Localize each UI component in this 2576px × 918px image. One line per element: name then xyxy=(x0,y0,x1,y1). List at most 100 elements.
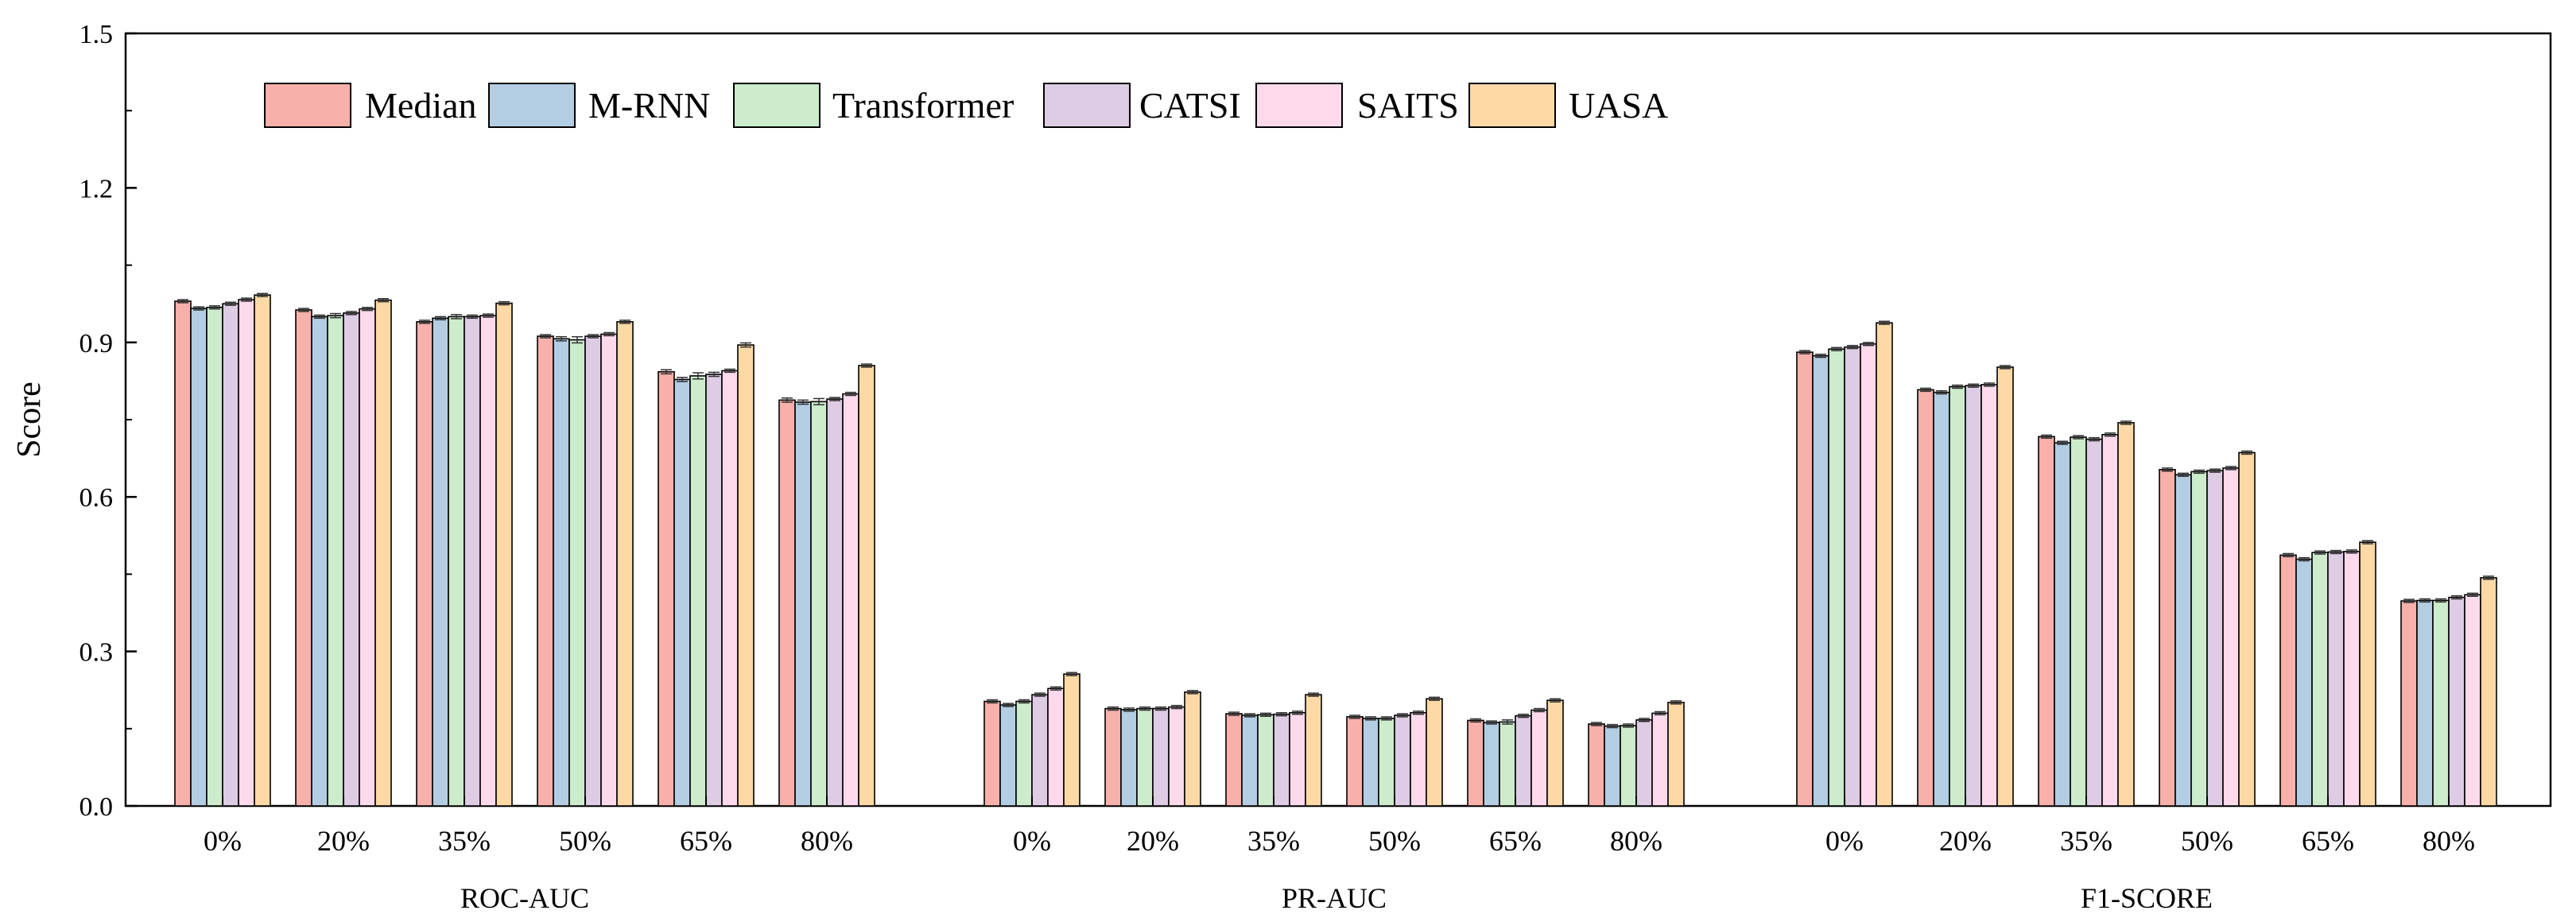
bar-roc-auc-transformer xyxy=(568,339,586,807)
bar-pr-auc-catsi xyxy=(1152,707,1170,807)
bar-f1-score-saits xyxy=(1860,343,1877,807)
x-group-label: ROC-AUC xyxy=(460,882,589,914)
bar-pr-auc-transformer xyxy=(1257,714,1274,807)
x-category-label: 35% xyxy=(1247,825,1300,857)
bars-layer xyxy=(174,292,2497,807)
bar-pr-auc-catsi xyxy=(1273,713,1290,807)
bar-roc-auc-transformer xyxy=(448,316,465,807)
x-category-label: 50% xyxy=(2181,825,2233,857)
bar-f1-score-uasa xyxy=(2359,541,2376,807)
x-group-label: PR-AUC xyxy=(1282,882,1387,914)
bar-roc-auc-transformer xyxy=(327,315,344,807)
bar-roc-auc-median xyxy=(174,300,192,807)
bar-f1-score-catsi xyxy=(2327,551,2345,807)
bar-f1-score-transformer xyxy=(1949,385,1966,807)
bar-roc-auc-median xyxy=(295,309,312,807)
x-category-label: 80% xyxy=(801,825,853,857)
bar-f1-score-median xyxy=(2400,600,2418,807)
bar-roc-auc-saits xyxy=(359,308,376,807)
bar-roc-auc-saits xyxy=(721,370,739,807)
bar-f1-score-uasa xyxy=(2117,422,2135,807)
bar-roc-auc-median xyxy=(416,321,433,807)
bar-roc-auc-saits xyxy=(842,393,859,807)
bar-pr-auc-m-rnn xyxy=(999,704,1017,807)
bar-pr-auc-uasa xyxy=(1667,701,1685,807)
bar-roc-auc-m-rnn xyxy=(311,316,328,807)
bar-roc-auc-catsi xyxy=(222,303,239,807)
y-tick-label: 0.3 xyxy=(80,638,114,668)
bar-f1-score-m-rnn xyxy=(2416,599,2434,807)
x-category-label: 80% xyxy=(1610,825,1662,857)
bar-roc-auc-uasa xyxy=(858,365,875,807)
bar-roc-auc-m-rnn xyxy=(673,378,691,807)
bar-pr-auc-m-rnn xyxy=(1483,722,1500,807)
bar-pr-auc-median xyxy=(1225,713,1243,807)
bar-f1-score-saits xyxy=(2222,467,2240,807)
bar-roc-auc-transformer xyxy=(810,401,828,807)
bar-f1-score-saits xyxy=(2343,551,2361,807)
legend-label-median: Median xyxy=(365,85,477,126)
bar-roc-auc-catsi xyxy=(584,335,602,807)
x-category-label: 35% xyxy=(2060,825,2112,857)
bar-pr-auc-uasa xyxy=(1546,699,1564,807)
y-axis: 0.0 0.3 0.6 0.9 1.2 1.5 xyxy=(80,20,137,822)
bar-roc-auc-catsi xyxy=(464,316,481,807)
legend-label-uasa: UASA xyxy=(1569,85,1668,126)
bar-f1-score-median xyxy=(2038,436,2055,807)
bar-pr-auc-saits xyxy=(1047,688,1065,807)
x-category-label: 50% xyxy=(1368,825,1421,857)
bar-pr-auc-saits xyxy=(1410,711,1427,807)
x-category-label: 20% xyxy=(1127,825,1179,857)
bar-f1-score-m-rnn xyxy=(1812,354,1829,807)
bar-roc-auc-median xyxy=(537,335,554,807)
bar-pr-auc-catsi xyxy=(1031,694,1049,807)
bar-pr-auc-saits xyxy=(1530,709,1548,807)
x-category-label: 35% xyxy=(438,825,491,857)
bar-f1-score-median xyxy=(1796,351,1814,807)
bar-pr-auc-transformer xyxy=(1499,721,1516,807)
x-category-label: 80% xyxy=(2423,825,2475,857)
bar-pr-auc-median xyxy=(983,700,1001,807)
bar-roc-auc-m-rnn xyxy=(794,401,812,807)
x-category-label: 20% xyxy=(317,825,370,857)
legend-swatch-transformer xyxy=(733,83,821,128)
bar-pr-auc-uasa xyxy=(1184,691,1201,807)
bar-pr-auc-median xyxy=(1467,719,1484,807)
bar-pr-auc-m-rnn xyxy=(1241,715,1259,807)
bar-pr-auc-catsi xyxy=(1635,719,1653,807)
bar-pr-auc-uasa xyxy=(1063,673,1080,807)
x-category-label: 0% xyxy=(1825,825,1864,857)
bar-roc-auc-saits xyxy=(238,299,255,807)
bar-roc-auc-saits xyxy=(600,333,618,807)
bar-roc-auc-uasa xyxy=(495,302,513,807)
bar-f1-score-catsi xyxy=(1965,385,1982,807)
legend: Median M-RNN Transformer CATSI SAITS UASA xyxy=(264,83,1668,128)
bar-f1-score-catsi xyxy=(2448,596,2465,807)
bar-f1-score-m-rnn xyxy=(2054,442,2071,807)
bar-f1-score-m-rnn xyxy=(2295,558,2313,807)
bar-pr-auc-transformer xyxy=(1620,725,1637,807)
legend-swatch-catsi xyxy=(1043,83,1131,128)
x-category-label: 0% xyxy=(204,825,242,857)
bar-f1-score-m-rnn xyxy=(1933,391,1950,807)
bar-pr-auc-catsi xyxy=(1515,715,1532,807)
x-group-label: F1-SCORE xyxy=(2081,882,2213,914)
y-tick-label: 0.0 xyxy=(80,792,114,822)
bar-pr-auc-transformer xyxy=(1378,718,1395,807)
bar-pr-auc-m-rnn xyxy=(1120,709,1138,807)
bar-roc-auc-catsi xyxy=(343,312,360,807)
bar-roc-auc-transformer xyxy=(206,306,223,807)
x-axis: 0% 20% 35% 50% 65% 80% ROC-AUC 0% 20% 35% 50% 65% 80… xyxy=(204,796,2475,914)
bar-f1-score-median xyxy=(1917,389,1934,807)
bar-roc-auc-m-rnn xyxy=(432,317,449,807)
bar-f1-score-transformer xyxy=(2311,552,2329,807)
legend-swatch-saits xyxy=(1255,83,1343,128)
bar-roc-auc-m-rnn xyxy=(190,308,208,807)
bar-roc-auc-uasa xyxy=(616,321,634,807)
bar-f1-score-transformer xyxy=(1828,348,1845,807)
y-tick-label: 0.6 xyxy=(80,483,114,513)
bar-roc-auc-median xyxy=(658,370,675,807)
legend-label-m-rnn: M-RNN xyxy=(588,85,710,126)
bar-f1-score-catsi xyxy=(2206,470,2224,807)
